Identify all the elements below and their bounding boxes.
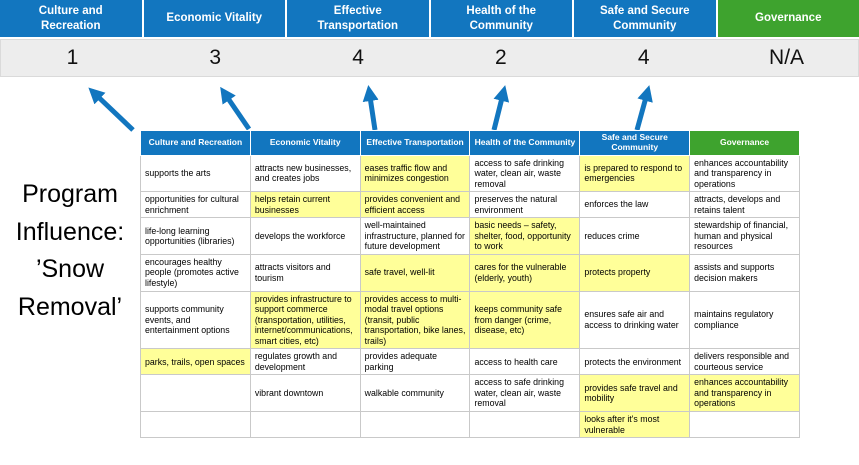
- matrix-cell: helps retain current businesses: [249, 191, 361, 219]
- matrix-cell: is prepared to respond to emergencies: [579, 154, 691, 193]
- arrows-layer: [88, 85, 653, 132]
- matrix-header-economic-vitality: Economic Vitality: [249, 130, 361, 156]
- matrix-cell: access to safe drinking water, clean air…: [469, 374, 581, 413]
- category-header-governance: Governance: [717, 0, 859, 37]
- matrix-row: opportunities for cultural enrichment hel…: [140, 191, 800, 219]
- matrix-header-governance: Governance: [689, 130, 800, 156]
- matrix-row: looks after it's most vulnerable: [140, 411, 800, 439]
- matrix-cell: enhances accountability and transparency…: [689, 374, 800, 413]
- category-header-health-of-the-community: Health of the Community: [430, 0, 572, 37]
- matrix-cell: protects the environment: [579, 348, 691, 376]
- matrix-cell: provides convenient and efficient access: [359, 191, 471, 219]
- matrix-cell: protects property: [579, 253, 691, 292]
- category-score-culture-and-recreation: 1: [66, 46, 79, 69]
- matrix-cell: provides adequate parking: [359, 348, 471, 376]
- matrix-cell: ensures safe air and access to drinking …: [579, 290, 691, 350]
- matrix-header-culture-and-recreation: Culture and Recreation: [140, 130, 251, 156]
- matrix-cell: regulates growth and development: [249, 348, 361, 376]
- category-score-health-of-the-community: 2: [495, 46, 507, 69]
- matrix-cell: parks, trails, open spaces: [140, 348, 251, 376]
- matrix-cell: supports community events, and entertain…: [140, 290, 251, 350]
- matrix-header-effective-transportation: Effective Transportation: [359, 130, 471, 156]
- matrix-cell: develops the workforce: [249, 217, 361, 255]
- category-header-culture-and-recreation: Culture and Recreation: [0, 0, 142, 37]
- matrix-cell: [140, 374, 251, 413]
- up-arrow-culture: [88, 87, 135, 132]
- category-score-governance: N/A: [769, 46, 805, 69]
- matrix-header-safe-and-secure-community: Safe and Secure Community: [579, 130, 691, 156]
- matrix-cell: [689, 411, 800, 439]
- matrix-cell: life-long learning opportunities (librar…: [140, 217, 251, 255]
- category-score-safe-and-secure-community: 4: [637, 46, 650, 69]
- matrix-cell: assists and supports decision makers: [689, 253, 800, 292]
- score-row: 1 3 4 2 4 N/A: [0, 39, 859, 77]
- matrix-cell: stewardship of financial, human and phys…: [689, 217, 800, 255]
- matrix-cell: provides safe travel and mobility: [579, 374, 691, 413]
- category-header-effective-transportation: Effective Transportation: [287, 0, 429, 37]
- matrix-cell: basic needs – safety, shelter, food, opp…: [469, 217, 581, 255]
- matrix-cell: encourages healthy people (promotes acti…: [140, 253, 251, 292]
- matrix-row: supports community events, and entertain…: [140, 290, 800, 350]
- matrix-cell: access to safe drinking water, clean air…: [469, 154, 581, 193]
- matrix-cell: looks after it's most vulnerable: [579, 411, 691, 439]
- matrix-row: vibrant downtown walkable community access…: [140, 374, 800, 413]
- up-arrow-transportation: [362, 85, 379, 131]
- matrix-cell: access to health care: [469, 348, 581, 376]
- up-arrow-economic: [220, 86, 252, 131]
- matrix-cell: maintains regulatory compliance: [689, 290, 800, 350]
- matrix-cell: preserves the natural environment: [469, 191, 581, 219]
- matrix-cell: attracts new businesses, and creates job…: [249, 154, 361, 193]
- matrix-cell: reduces crime: [579, 217, 691, 255]
- matrix-cell: provides access to multi-modal travel op…: [359, 290, 471, 350]
- matrix-row: parks, trails, open spaces regulates grow…: [140, 348, 800, 376]
- matrix-cell: [140, 411, 251, 439]
- matrix-cell: walkable community: [359, 374, 471, 413]
- matrix-cell: vibrant downtown: [249, 374, 361, 413]
- matrix-cell: well-maintained infrastructure, planned …: [359, 217, 471, 255]
- category-score-effective-transportation: 4: [352, 46, 364, 69]
- matrix-cell: [249, 411, 361, 439]
- matrix-cell: enforces the law: [579, 191, 691, 219]
- matrix-cell: keeps community safe from danger (crime,…: [469, 290, 581, 350]
- matrix-header-row: Culture and Recreation Economic Vitality E…: [140, 130, 800, 156]
- matrix-row: life-long learning opportunities (librar…: [140, 217, 800, 255]
- matrix-cell: [469, 411, 581, 439]
- matrix-cell: supports the arts: [140, 154, 251, 193]
- program-influence-label: Program Influence: ’Snow Removal’: [15, 180, 125, 321]
- matrix-cell: enhances accountability and transparency…: [689, 154, 800, 193]
- up-arrow-health: [491, 85, 510, 131]
- category-header-economic-vitality: Economic Vitality: [143, 0, 285, 37]
- matrix-cell: eases traffic flow and minimizes congest…: [359, 154, 471, 193]
- category-header-safe-and-secure-community: Safe and Secure Community: [574, 0, 716, 37]
- matrix-cell: [359, 411, 471, 439]
- matrix-row: encourages healthy people (promotes acti…: [140, 253, 800, 292]
- matrix-cell: safe travel, well-lit: [359, 253, 471, 292]
- up-arrow-safe: [634, 85, 653, 131]
- matrix-cell: attracts visitors and tourism: [249, 253, 361, 292]
- matrix-header-health-of-the-community: Health of the Community: [469, 130, 581, 156]
- matrix-cell: delivers responsible and courteous servi…: [689, 348, 800, 376]
- matrix-row: supports the arts attracts new businesses…: [140, 154, 800, 193]
- influence-matrix: Culture and Recreation Economic Vitality E…: [140, 130, 800, 439]
- matrix-cell: attracts, develops and retains talent: [689, 191, 800, 219]
- matrix-cell: provides infrastructure to support comme…: [249, 290, 361, 350]
- matrix-cell: opportunities for cultural enrichment: [140, 191, 251, 219]
- matrix-cell: cares for the vulnerable (elderly, youth…: [469, 253, 581, 292]
- summary-header-row: Culture and Recreation Economic Vitality E…: [0, 0, 859, 37]
- category-score-economic-vitality: 3: [209, 46, 222, 69]
